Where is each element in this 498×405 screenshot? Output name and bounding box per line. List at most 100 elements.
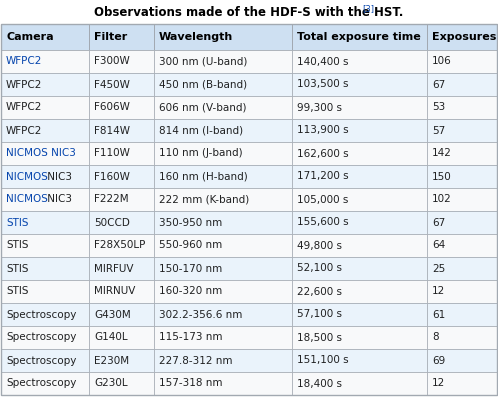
Bar xyxy=(89,349,154,372)
Text: 103,500 s: 103,500 s xyxy=(297,79,349,90)
Text: 155,600 s: 155,600 s xyxy=(297,217,349,228)
Bar xyxy=(292,24,427,50)
Text: 25: 25 xyxy=(432,264,445,273)
Bar xyxy=(154,257,292,280)
Bar xyxy=(427,73,497,96)
Text: NIC3: NIC3 xyxy=(44,171,72,181)
Text: Spectroscopy: Spectroscopy xyxy=(6,333,76,343)
Bar xyxy=(292,280,427,303)
Bar xyxy=(1,326,89,349)
Bar xyxy=(427,96,497,119)
Bar xyxy=(154,188,292,211)
Text: 49,800 s: 49,800 s xyxy=(297,241,342,251)
Bar xyxy=(292,326,427,349)
Text: 57,100 s: 57,100 s xyxy=(297,309,342,320)
Text: STIS: STIS xyxy=(6,286,28,296)
Text: 150: 150 xyxy=(432,171,452,181)
Bar xyxy=(292,165,427,188)
Text: 142: 142 xyxy=(432,149,452,158)
Text: Observations made of the HDF-S with the HST.: Observations made of the HDF-S with the … xyxy=(94,6,404,19)
Text: NICMOS: NICMOS xyxy=(6,194,48,205)
Bar xyxy=(427,257,497,280)
Bar xyxy=(89,303,154,326)
Bar xyxy=(154,142,292,165)
Bar xyxy=(89,165,154,188)
Bar xyxy=(292,73,427,96)
Text: Camera: Camera xyxy=(6,32,54,42)
Bar xyxy=(292,234,427,257)
Text: 140,400 s: 140,400 s xyxy=(297,57,349,66)
Text: 61: 61 xyxy=(432,309,445,320)
Text: Spectroscopy: Spectroscopy xyxy=(6,356,76,365)
Text: F814W: F814W xyxy=(94,126,130,136)
Bar xyxy=(89,96,154,119)
Text: F606W: F606W xyxy=(94,102,130,113)
Bar xyxy=(1,96,89,119)
Bar xyxy=(89,280,154,303)
Text: Spectroscopy: Spectroscopy xyxy=(6,309,76,320)
Text: 814 nm (I-band): 814 nm (I-band) xyxy=(159,126,243,136)
Bar xyxy=(89,326,154,349)
Text: 222 mm (K-band): 222 mm (K-band) xyxy=(159,194,249,205)
Bar xyxy=(154,50,292,73)
Text: F450W: F450W xyxy=(94,79,130,90)
Text: 12: 12 xyxy=(432,379,445,388)
Text: G140L: G140L xyxy=(94,333,127,343)
Bar xyxy=(1,188,89,211)
Bar xyxy=(292,372,427,395)
Text: F160W: F160W xyxy=(94,171,130,181)
Bar xyxy=(154,24,292,50)
Text: 160-320 nm: 160-320 nm xyxy=(159,286,222,296)
Bar xyxy=(1,303,89,326)
Text: [3]: [3] xyxy=(363,4,374,13)
Text: 162,600 s: 162,600 s xyxy=(297,149,349,158)
Text: 157-318 nm: 157-318 nm xyxy=(159,379,223,388)
Bar xyxy=(89,50,154,73)
Text: 12: 12 xyxy=(432,286,445,296)
Text: 67: 67 xyxy=(432,217,445,228)
Text: 18,500 s: 18,500 s xyxy=(297,333,342,343)
Text: G230L: G230L xyxy=(94,379,127,388)
Bar xyxy=(427,142,497,165)
Text: STIS: STIS xyxy=(6,241,28,251)
Bar xyxy=(1,349,89,372)
Bar xyxy=(154,73,292,96)
Text: F222M: F222M xyxy=(94,194,128,205)
Text: 67: 67 xyxy=(432,79,445,90)
Text: E230M: E230M xyxy=(94,356,129,365)
Text: MIRFUV: MIRFUV xyxy=(94,264,133,273)
Bar xyxy=(292,257,427,280)
Text: Exposures: Exposures xyxy=(432,32,497,42)
Bar xyxy=(427,303,497,326)
Text: NIC3: NIC3 xyxy=(44,194,72,205)
Text: 52,100 s: 52,100 s xyxy=(297,264,342,273)
Bar xyxy=(427,188,497,211)
Text: NICMOS: NICMOS xyxy=(6,171,48,181)
Text: 115-173 nm: 115-173 nm xyxy=(159,333,223,343)
Bar xyxy=(154,303,292,326)
Text: WFPC2: WFPC2 xyxy=(6,79,42,90)
Text: Filter: Filter xyxy=(94,32,127,42)
Bar xyxy=(1,165,89,188)
Bar xyxy=(154,349,292,372)
Text: 606 nm (V-band): 606 nm (V-band) xyxy=(159,102,247,113)
Text: 106: 106 xyxy=(432,57,452,66)
Bar xyxy=(427,50,497,73)
Text: 160 nm (H-band): 160 nm (H-band) xyxy=(159,171,248,181)
Bar xyxy=(292,50,427,73)
Text: WFPC2: WFPC2 xyxy=(6,102,42,113)
Text: 102: 102 xyxy=(432,194,452,205)
Bar xyxy=(154,234,292,257)
Text: 18,400 s: 18,400 s xyxy=(297,379,342,388)
Text: 150-170 nm: 150-170 nm xyxy=(159,264,222,273)
Bar xyxy=(89,142,154,165)
Bar xyxy=(1,234,89,257)
Bar xyxy=(292,96,427,119)
Text: G430M: G430M xyxy=(94,309,131,320)
Text: 53: 53 xyxy=(432,102,445,113)
Bar xyxy=(89,211,154,234)
Bar xyxy=(89,188,154,211)
Bar xyxy=(1,73,89,96)
Bar xyxy=(154,119,292,142)
Bar xyxy=(427,349,497,372)
